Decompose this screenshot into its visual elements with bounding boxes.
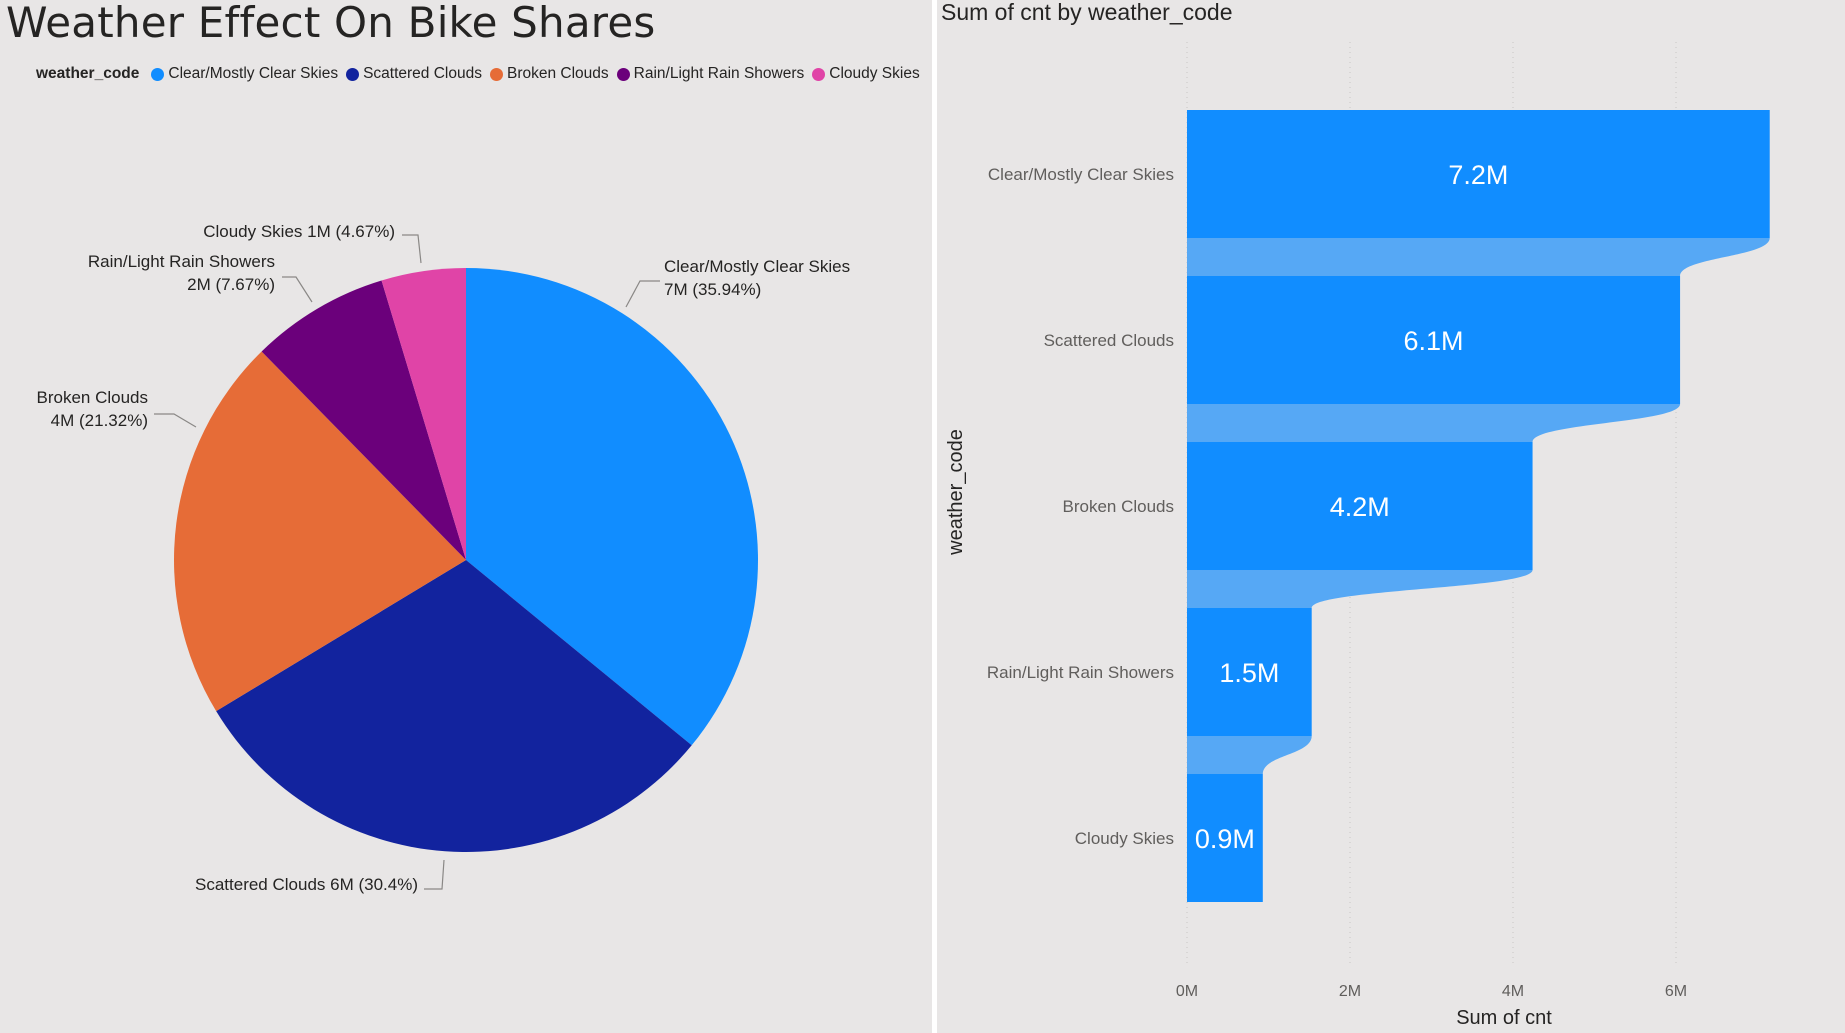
ribbon-connector [1187, 736, 1312, 774]
y-axis-title: weather_code [945, 429, 967, 556]
pie-leader-line [424, 860, 444, 889]
y-category-label: Clear/Mostly Clear Skies [988, 165, 1174, 184]
pie-data-label-line: Scattered Clouds 6M (30.4%) [195, 875, 418, 894]
pie-data-label-line: Cloudy Skies 1M (4.67%) [203, 222, 395, 241]
bar-data-label: 0.9M [1195, 824, 1255, 854]
bar-chart: 7.2M Clear/Mostly Clear Skies 6.1M Scattere… [945, 42, 1770, 1029]
pie-data-label-line: 2M (7.67%) [187, 275, 275, 294]
bar-data-label: 1.5M [1219, 658, 1279, 688]
pie-data-label-line: Rain/Light Rain Showers [88, 252, 275, 271]
pie-data-label-line: Broken Clouds [36, 388, 148, 407]
pie-data-label-line: Clear/Mostly Clear Skies [664, 257, 850, 276]
x-tick-label: 4M [1502, 983, 1524, 1000]
y-category-label: Scattered Clouds [1044, 331, 1174, 350]
ribbon-connector [1187, 404, 1680, 442]
pie-data-label-line: 4M (21.32%) [51, 411, 148, 430]
bar-data-label: 6.1M [1404, 326, 1464, 356]
y-category-label: Broken Clouds [1062, 497, 1174, 516]
bar-data-label: 4.2M [1330, 492, 1390, 522]
pie-leader-line [626, 281, 660, 307]
y-category-label: Rain/Light Rain Showers [987, 663, 1174, 682]
pie-data-label-clear: Clear/Mostly Clear Skies 7M (35.94%) [664, 257, 850, 299]
x-tick-label: 2M [1339, 983, 1361, 1000]
y-category-label: Cloudy Skies [1075, 829, 1174, 848]
pie-leader-line [282, 277, 312, 302]
pie-data-label-broken: Broken Clouds 4M (21.32%) [36, 388, 148, 430]
x-tick-label: 0M [1176, 983, 1198, 1000]
pie-chart: Clear/Mostly Clear Skies 7M (35.94%) Scatt… [36, 222, 850, 894]
bar-data-label: 7.2M [1448, 160, 1508, 190]
pie-data-label-cloudy: Cloudy Skies 1M (4.67%) [203, 222, 395, 241]
pie-data-label-rain: Rain/Light Rain Showers 2M (7.67%) [88, 252, 275, 294]
pie-leader-line [402, 235, 421, 263]
pie-data-label-scattered: Scattered Clouds 6M (30.4%) [195, 875, 418, 894]
x-tick-label: 6M [1665, 983, 1687, 1000]
pie-data-label-line: 7M (35.94%) [664, 280, 761, 299]
x-axis-title: Sum of cnt [1456, 1007, 1552, 1029]
ribbon-connector [1187, 570, 1533, 608]
ribbon-connector [1187, 238, 1770, 276]
pie-leader-line [154, 414, 196, 427]
